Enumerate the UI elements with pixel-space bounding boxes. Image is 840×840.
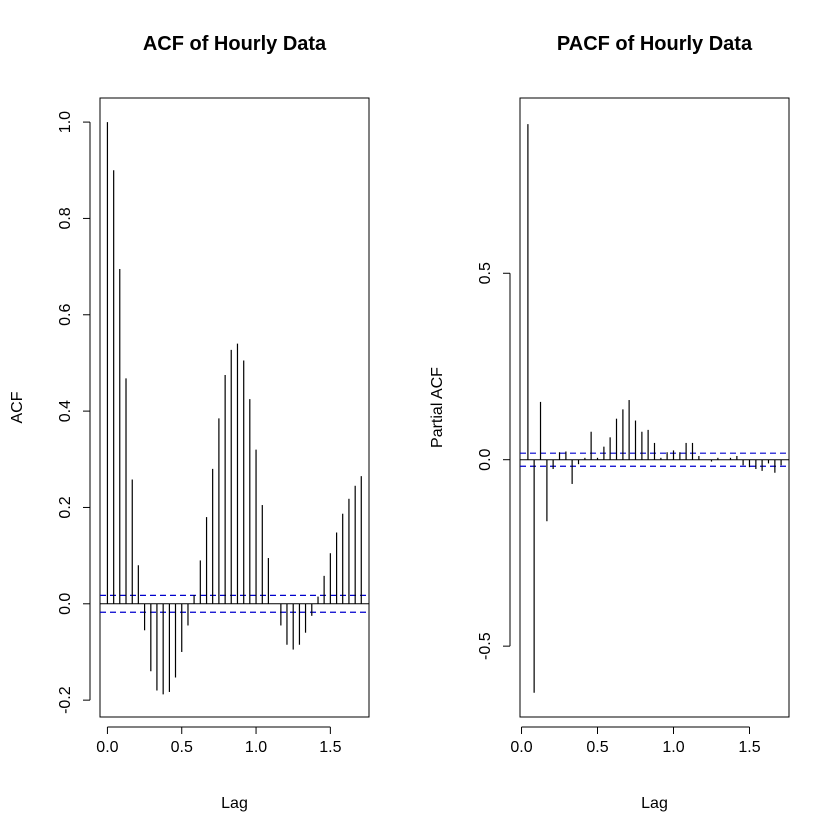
y-tick-label: -0.2 — [57, 686, 74, 714]
y-tick-label: 0.8 — [57, 207, 74, 229]
acf-panel: ACF of Hourly Data 0.0 0.5 1.0 1.5 -0.2 0.0 0.2… — [9, 33, 370, 812]
x-tick-label: 1.5 — [319, 739, 341, 756]
y-axis-label: ACF — [9, 391, 26, 423]
x-tick-label: 1.5 — [738, 739, 760, 756]
x-tick-label: 0.5 — [586, 739, 608, 756]
x-tick-label: 1.0 — [245, 739, 267, 756]
y-tick-label: 0.4 — [57, 400, 74, 422]
chart-title: PACF of Hourly Data — [557, 33, 753, 55]
y-tick-label: 0.2 — [57, 496, 74, 518]
y-tick-label: 0.6 — [57, 304, 74, 326]
y-tick-label: 0.0 — [57, 593, 74, 615]
y-axis-label: Partial ACF — [429, 367, 446, 448]
y-tick-label: 1.0 — [57, 111, 74, 133]
pacf-panel: PACF of Hourly Data 0.0 0.5 1.0 1.5 -0.5 0.0 0.… — [429, 33, 790, 812]
x-axis-label: Lag — [641, 795, 668, 812]
x-tick-label: 0.0 — [510, 739, 532, 756]
y-tick-label: 0.0 — [477, 448, 494, 470]
plot-frame — [99, 97, 370, 718]
chart-title: ACF of Hourly Data — [143, 33, 327, 55]
plot-frame — [519, 97, 790, 718]
y-tick-label: -0.5 — [477, 632, 494, 660]
x-axis-label: Lag — [221, 795, 248, 812]
x-tick-label: 1.0 — [662, 739, 684, 756]
y-tick-label: 0.5 — [477, 262, 494, 284]
x-tick-label: 0.5 — [171, 739, 193, 756]
x-tick-label: 0.0 — [96, 739, 118, 756]
